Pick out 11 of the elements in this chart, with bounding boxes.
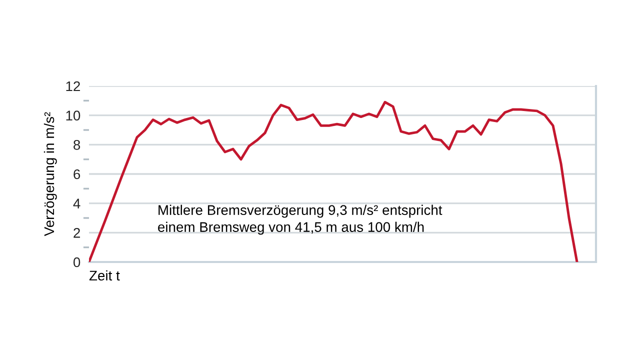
annotation: Mittlere Bremsverzögerung 9,3 m/s² entspricht einem Bremsweg von 41,5 m aus 100 km/h	[158, 204, 442, 235]
y-tick-label: 2	[74, 228, 80, 238]
x-axis-title: Zeit t	[89, 270, 120, 281]
y-tick-label: 4	[73, 198, 80, 208]
y-tick-label: 6	[74, 169, 80, 180]
y-tick-label: 12	[66, 81, 80, 92]
y-axis-title: Verzögerung in m/s²	[44, 112, 57, 236]
y-tick-label: 0	[73, 257, 80, 268]
y-tick-label: 10	[66, 110, 80, 121]
line-series	[89, 100, 578, 262]
y-tick-label: 8	[74, 140, 80, 150]
